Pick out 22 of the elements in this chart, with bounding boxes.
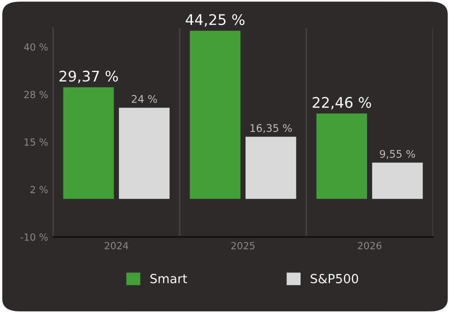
legend-label: Smart bbox=[150, 274, 188, 284]
y-tick-label: 28 % bbox=[24, 90, 48, 98]
y-tick-label: 40 % bbox=[24, 43, 48, 51]
legend-label: S&P500 bbox=[310, 274, 358, 284]
bar bbox=[63, 87, 114, 199]
y-tick-label: 15 % bbox=[24, 138, 48, 146]
y-tick-label: 2 % bbox=[30, 186, 48, 194]
bar bbox=[372, 162, 423, 199]
bar bbox=[246, 136, 296, 199]
y-tick-label: -10 % bbox=[20, 233, 48, 241]
x-tick-label: 2026 bbox=[358, 242, 382, 250]
data-label: 24 % bbox=[132, 95, 157, 103]
data-label: 44,25 % bbox=[186, 14, 244, 27]
data-label: 22,46 % bbox=[312, 96, 372, 110]
bar bbox=[190, 30, 240, 199]
bar bbox=[118, 108, 170, 199]
data-label: 16,35 % bbox=[250, 124, 292, 134]
x-tick-label: 2025 bbox=[231, 242, 255, 250]
x-tick-label: 2024 bbox=[104, 242, 128, 250]
bar bbox=[316, 114, 368, 199]
data-label: 9,55 % bbox=[380, 150, 416, 159]
data-label: 29,37 % bbox=[59, 70, 118, 84]
